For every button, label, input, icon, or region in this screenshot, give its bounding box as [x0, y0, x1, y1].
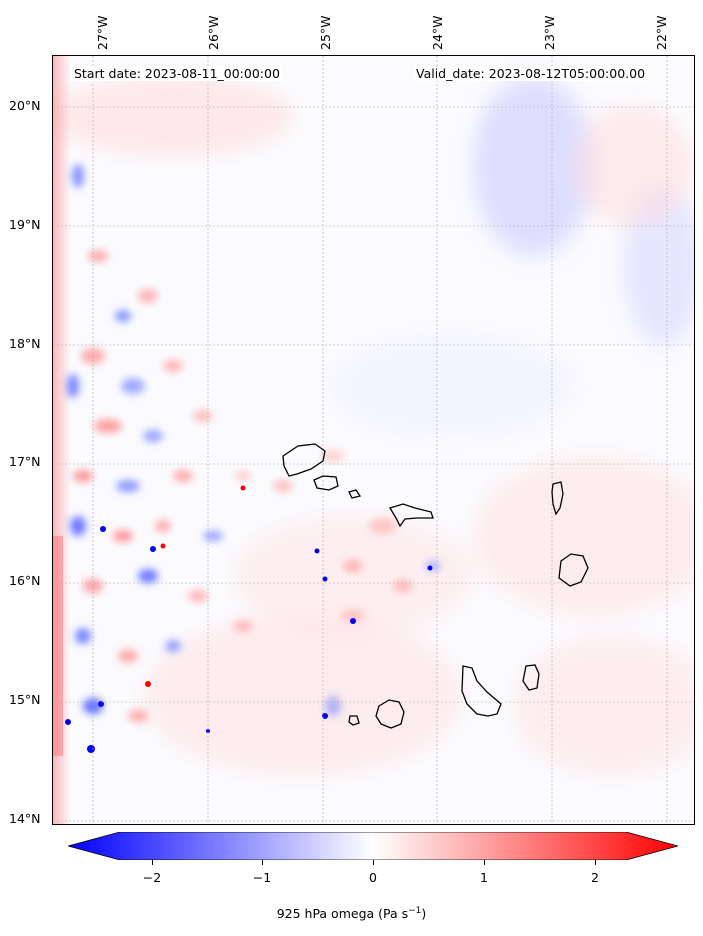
lat-label-20n: 20°N — [9, 98, 41, 113]
edge-band — [53, 56, 71, 824]
island-sal — [551, 481, 564, 516]
lon-label-22w: 22°W — [654, 15, 669, 50]
lon-label-25w: 25°W — [318, 15, 333, 50]
colorbar-label-close: ) — [421, 906, 427, 922]
cb-tickmark-m2 — [152, 860, 153, 865]
lat-label-15n: 15°N — [9, 692, 41, 707]
island-santa-luzia — [348, 489, 362, 499]
graticule — [53, 56, 694, 824]
cb-tickmark-2 — [595, 860, 596, 865]
valid-date-label: Valid_date: 2023-08-12T05:00:00.00 — [413, 66, 649, 81]
colorbar-label-text: 925 hPa omega (Pa s — [276, 906, 409, 922]
lon-label-23w: 23°W — [542, 15, 557, 50]
cb-tickmark-m1 — [262, 860, 263, 865]
island-sao-nicolau — [389, 503, 434, 528]
cb-tick-1: 1 — [480, 870, 488, 885]
cb-tick-m1: −1 — [252, 870, 272, 885]
island-santiago — [461, 665, 502, 717]
lat-label-14n: 14°N — [9, 811, 41, 826]
colorbar-body — [68, 832, 678, 860]
island-maio — [522, 664, 540, 691]
island-fogo — [375, 699, 405, 729]
lon-label-24w: 24°W — [430, 15, 445, 50]
broad-anomalies — [53, 76, 694, 776]
lat-label-19n: 19°N — [9, 217, 41, 232]
map-panel — [52, 55, 695, 825]
lon-label-27w: 27°W — [95, 15, 110, 50]
lat-label-16n: 16°N — [9, 573, 41, 588]
lat-label-18n: 18°N — [9, 336, 41, 351]
island-sao-vicente — [313, 475, 339, 491]
cb-tick-2: 2 — [591, 870, 599, 885]
colorbar-label: 925 hPa omega (Pa s−1) — [0, 906, 703, 921]
start-date-label: Start date: 2023-08-11_00:00:00 — [71, 66, 283, 81]
island-santo-antao — [282, 443, 326, 477]
colorbar-label-exponent: −1 — [408, 906, 422, 916]
lat-label-17n: 17°N — [9, 454, 41, 469]
omega-field — [53, 56, 694, 824]
cb-tick-m2: −2 — [142, 870, 162, 885]
island-brava — [348, 715, 360, 726]
coastlines — [282, 443, 589, 729]
colorbar — [68, 832, 678, 860]
island-boa-vista — [558, 553, 589, 587]
cb-tickmark-1 — [484, 860, 485, 865]
cb-tickmark-0 — [373, 860, 374, 865]
intense-cells — [65, 485, 433, 753]
lon-label-26w: 26°W — [206, 15, 221, 50]
cb-tick-0: 0 — [369, 870, 377, 885]
